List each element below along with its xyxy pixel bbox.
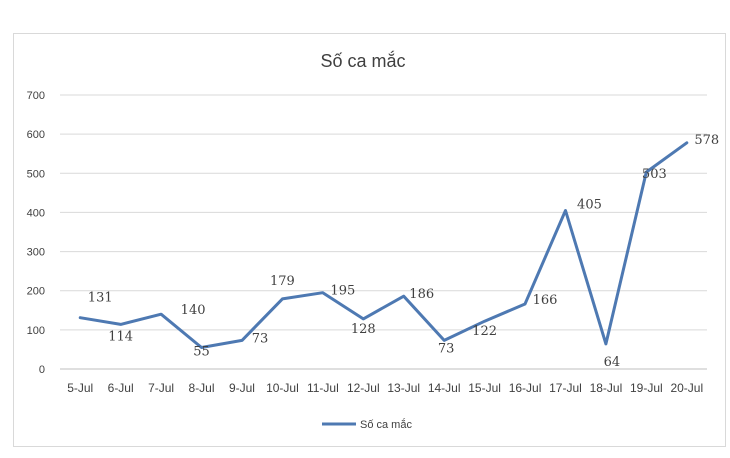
data-label: 128 bbox=[351, 322, 376, 337]
y-tick-label: 600 bbox=[27, 129, 45, 141]
data-label: 503 bbox=[642, 167, 667, 182]
data-label: 578 bbox=[694, 133, 719, 148]
x-tick-label: 20-Jul bbox=[670, 381, 703, 395]
y-tick-label: 400 bbox=[27, 207, 45, 219]
series-line bbox=[78, 141, 689, 349]
data-label: 140 bbox=[181, 303, 206, 318]
x-tick-label: 14-Jul bbox=[428, 381, 461, 395]
chart-title: Số ca mắc bbox=[320, 50, 405, 71]
data-label: 186 bbox=[409, 287, 434, 302]
data-label: 73 bbox=[438, 341, 455, 356]
gridlines bbox=[60, 94, 707, 370]
data-label: 64 bbox=[604, 355, 621, 370]
chart-frame bbox=[13, 33, 726, 447]
data-label: 114 bbox=[108, 329, 133, 344]
x-tick-label: 12-Jul bbox=[347, 381, 380, 395]
x-tick-label: 5-Jul bbox=[67, 381, 93, 395]
y-tick-label: 100 bbox=[27, 325, 45, 337]
data-label: 131 bbox=[88, 291, 113, 306]
x-tick-label: 13-Jul bbox=[387, 381, 420, 395]
x-tick-label: 9-Jul bbox=[229, 381, 255, 395]
data-label: 55 bbox=[193, 344, 210, 359]
data-label: 179 bbox=[270, 274, 295, 289]
x-tick-label: 6-Jul bbox=[108, 381, 134, 395]
data-label: 73 bbox=[252, 331, 269, 346]
x-tick-label: 16-Jul bbox=[509, 381, 542, 395]
y-tick-label: 700 bbox=[27, 90, 45, 102]
y-axis-ticks: 0 100 200 300 400 500 600 700 bbox=[27, 90, 45, 376]
data-label: 166 bbox=[533, 293, 558, 308]
y-tick-label: 500 bbox=[27, 168, 45, 180]
x-axis-ticks: 5-Jul 6-Jul 7-Jul 8-Jul 9-Jul 10-Jul 11-Jul 12-… bbox=[67, 381, 703, 395]
x-tick-label: 19-Jul bbox=[630, 381, 663, 395]
data-label: 405 bbox=[577, 197, 602, 212]
x-tick-label: 10-Jul bbox=[266, 381, 299, 395]
data-label: 122 bbox=[472, 324, 497, 339]
series-layer bbox=[78, 141, 689, 349]
y-tick-label: 0 bbox=[39, 364, 45, 376]
x-tick-label: 18-Jul bbox=[590, 381, 623, 395]
x-tick-label: 8-Jul bbox=[189, 381, 215, 395]
x-tick-label: 11-Jul bbox=[307, 381, 339, 395]
y-tick-label: 300 bbox=[27, 247, 45, 259]
data-labels: 131 114 140 55 73 179 195 128 186 73 122 166 405 64 50… bbox=[88, 133, 719, 370]
x-tick-label: 17-Jul bbox=[549, 381, 582, 395]
legend: Số ca mắc bbox=[322, 418, 412, 431]
data-label: 195 bbox=[330, 284, 355, 299]
x-tick-label: 7-Jul bbox=[148, 381, 174, 395]
legend-label: Số ca mắc bbox=[360, 418, 412, 431]
x-tick-label: 15-Jul bbox=[468, 381, 501, 395]
y-tick-label: 200 bbox=[27, 286, 45, 298]
